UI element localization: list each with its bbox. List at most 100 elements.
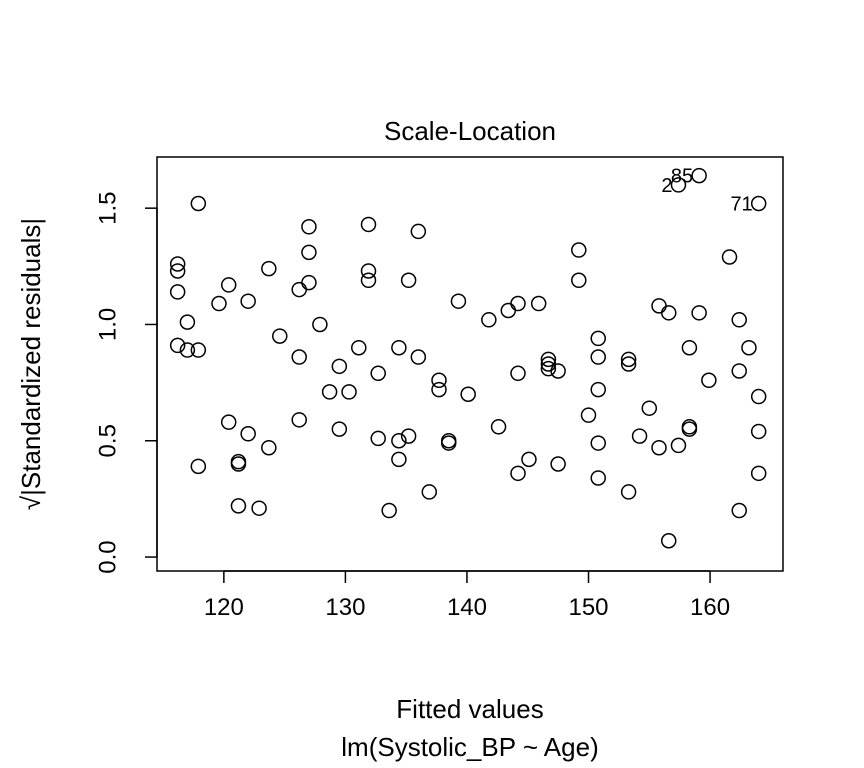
data-point xyxy=(540,360,557,377)
data-point xyxy=(400,272,417,289)
data-point xyxy=(620,351,637,368)
data-point xyxy=(169,263,186,279)
data-point xyxy=(641,400,658,416)
data-point xyxy=(691,305,707,321)
data-point xyxy=(381,502,397,519)
data-point xyxy=(190,195,207,212)
data-point xyxy=(670,437,687,454)
data-point xyxy=(261,439,277,456)
data-point xyxy=(169,284,186,300)
data-point xyxy=(360,216,377,233)
data-point xyxy=(750,195,767,212)
data-point xyxy=(410,223,427,240)
data-point xyxy=(450,293,467,309)
data-point xyxy=(460,386,476,402)
data-point xyxy=(741,339,757,356)
data-point xyxy=(301,274,317,291)
y-tick-label: 0.5 xyxy=(94,424,121,457)
chart-title: Scale-Location xyxy=(384,116,556,146)
x-tick-label: 120 xyxy=(204,594,244,621)
data-point xyxy=(750,388,767,405)
data-point xyxy=(230,456,247,472)
data-point xyxy=(169,337,186,354)
point-label: 85 xyxy=(671,166,693,188)
point-label: 2 xyxy=(661,175,672,197)
x-tick-label: 160 xyxy=(690,594,730,621)
data-point xyxy=(701,372,717,389)
data-point xyxy=(721,249,738,265)
data-point xyxy=(391,451,407,468)
data-point xyxy=(750,423,767,440)
data-point xyxy=(391,339,407,356)
data-point xyxy=(580,407,597,423)
data-point xyxy=(301,219,317,235)
data-point xyxy=(620,484,637,500)
data-point xyxy=(421,484,438,500)
chart-subtitle: lm(Systolic_BP ~ Age) xyxy=(341,732,598,762)
data-point xyxy=(660,533,677,549)
data-point xyxy=(240,293,256,309)
y-axis: 0.0 0.5 1.0 1.5 xyxy=(94,191,158,574)
data-point xyxy=(540,351,557,368)
x-tick-label: 130 xyxy=(325,594,365,621)
data-point xyxy=(670,177,687,193)
data-point xyxy=(400,428,417,444)
data-point xyxy=(571,242,587,258)
point-label: 71 xyxy=(730,194,752,216)
plot-frame xyxy=(156,156,784,572)
data-point xyxy=(681,421,698,437)
data-point xyxy=(550,363,566,379)
data-point xyxy=(261,260,277,277)
data-point xyxy=(530,295,547,312)
data-point xyxy=(510,465,526,482)
data-point xyxy=(731,312,747,328)
point-labels: 285 71 xyxy=(661,166,752,216)
data-point xyxy=(490,419,507,435)
data-point xyxy=(431,372,447,389)
data-point xyxy=(500,302,517,319)
data-point xyxy=(360,272,377,289)
data-point xyxy=(190,458,207,475)
x-axis-label: Fitted values xyxy=(396,694,543,724)
y-tick-label: 1.5 xyxy=(94,191,121,224)
data-point xyxy=(590,470,606,486)
data-point xyxy=(251,500,267,516)
data-point xyxy=(179,342,196,358)
data-point xyxy=(731,363,747,379)
data-point xyxy=(291,281,307,298)
data-point xyxy=(211,295,227,312)
data-point xyxy=(510,295,526,312)
data-point xyxy=(681,339,698,356)
data-point xyxy=(179,314,196,330)
data-point xyxy=(312,316,328,333)
data-point xyxy=(291,349,307,365)
data-point xyxy=(620,356,637,372)
data-point xyxy=(169,256,186,272)
data-point xyxy=(331,358,348,375)
data-point xyxy=(291,412,307,428)
data-point xyxy=(590,381,606,398)
data-point xyxy=(220,414,237,430)
data-point xyxy=(481,312,497,328)
data-point xyxy=(391,433,407,449)
data-point xyxy=(321,384,338,400)
data-point xyxy=(571,272,587,289)
data-point xyxy=(510,365,526,382)
data-point xyxy=(631,428,648,444)
data-point xyxy=(590,349,606,365)
data-point xyxy=(651,439,667,456)
data-point xyxy=(220,277,237,293)
data-point xyxy=(301,244,317,261)
data-point xyxy=(240,426,256,442)
y-tick-label: 1.0 xyxy=(94,308,121,341)
data-point xyxy=(691,167,707,184)
data-point xyxy=(651,298,667,314)
data-point xyxy=(521,451,537,468)
data-points xyxy=(169,167,767,549)
data-point xyxy=(370,430,386,447)
data-point xyxy=(190,342,207,358)
x-tick-label: 140 xyxy=(447,594,487,621)
data-point xyxy=(360,263,377,279)
data-point xyxy=(590,330,606,347)
